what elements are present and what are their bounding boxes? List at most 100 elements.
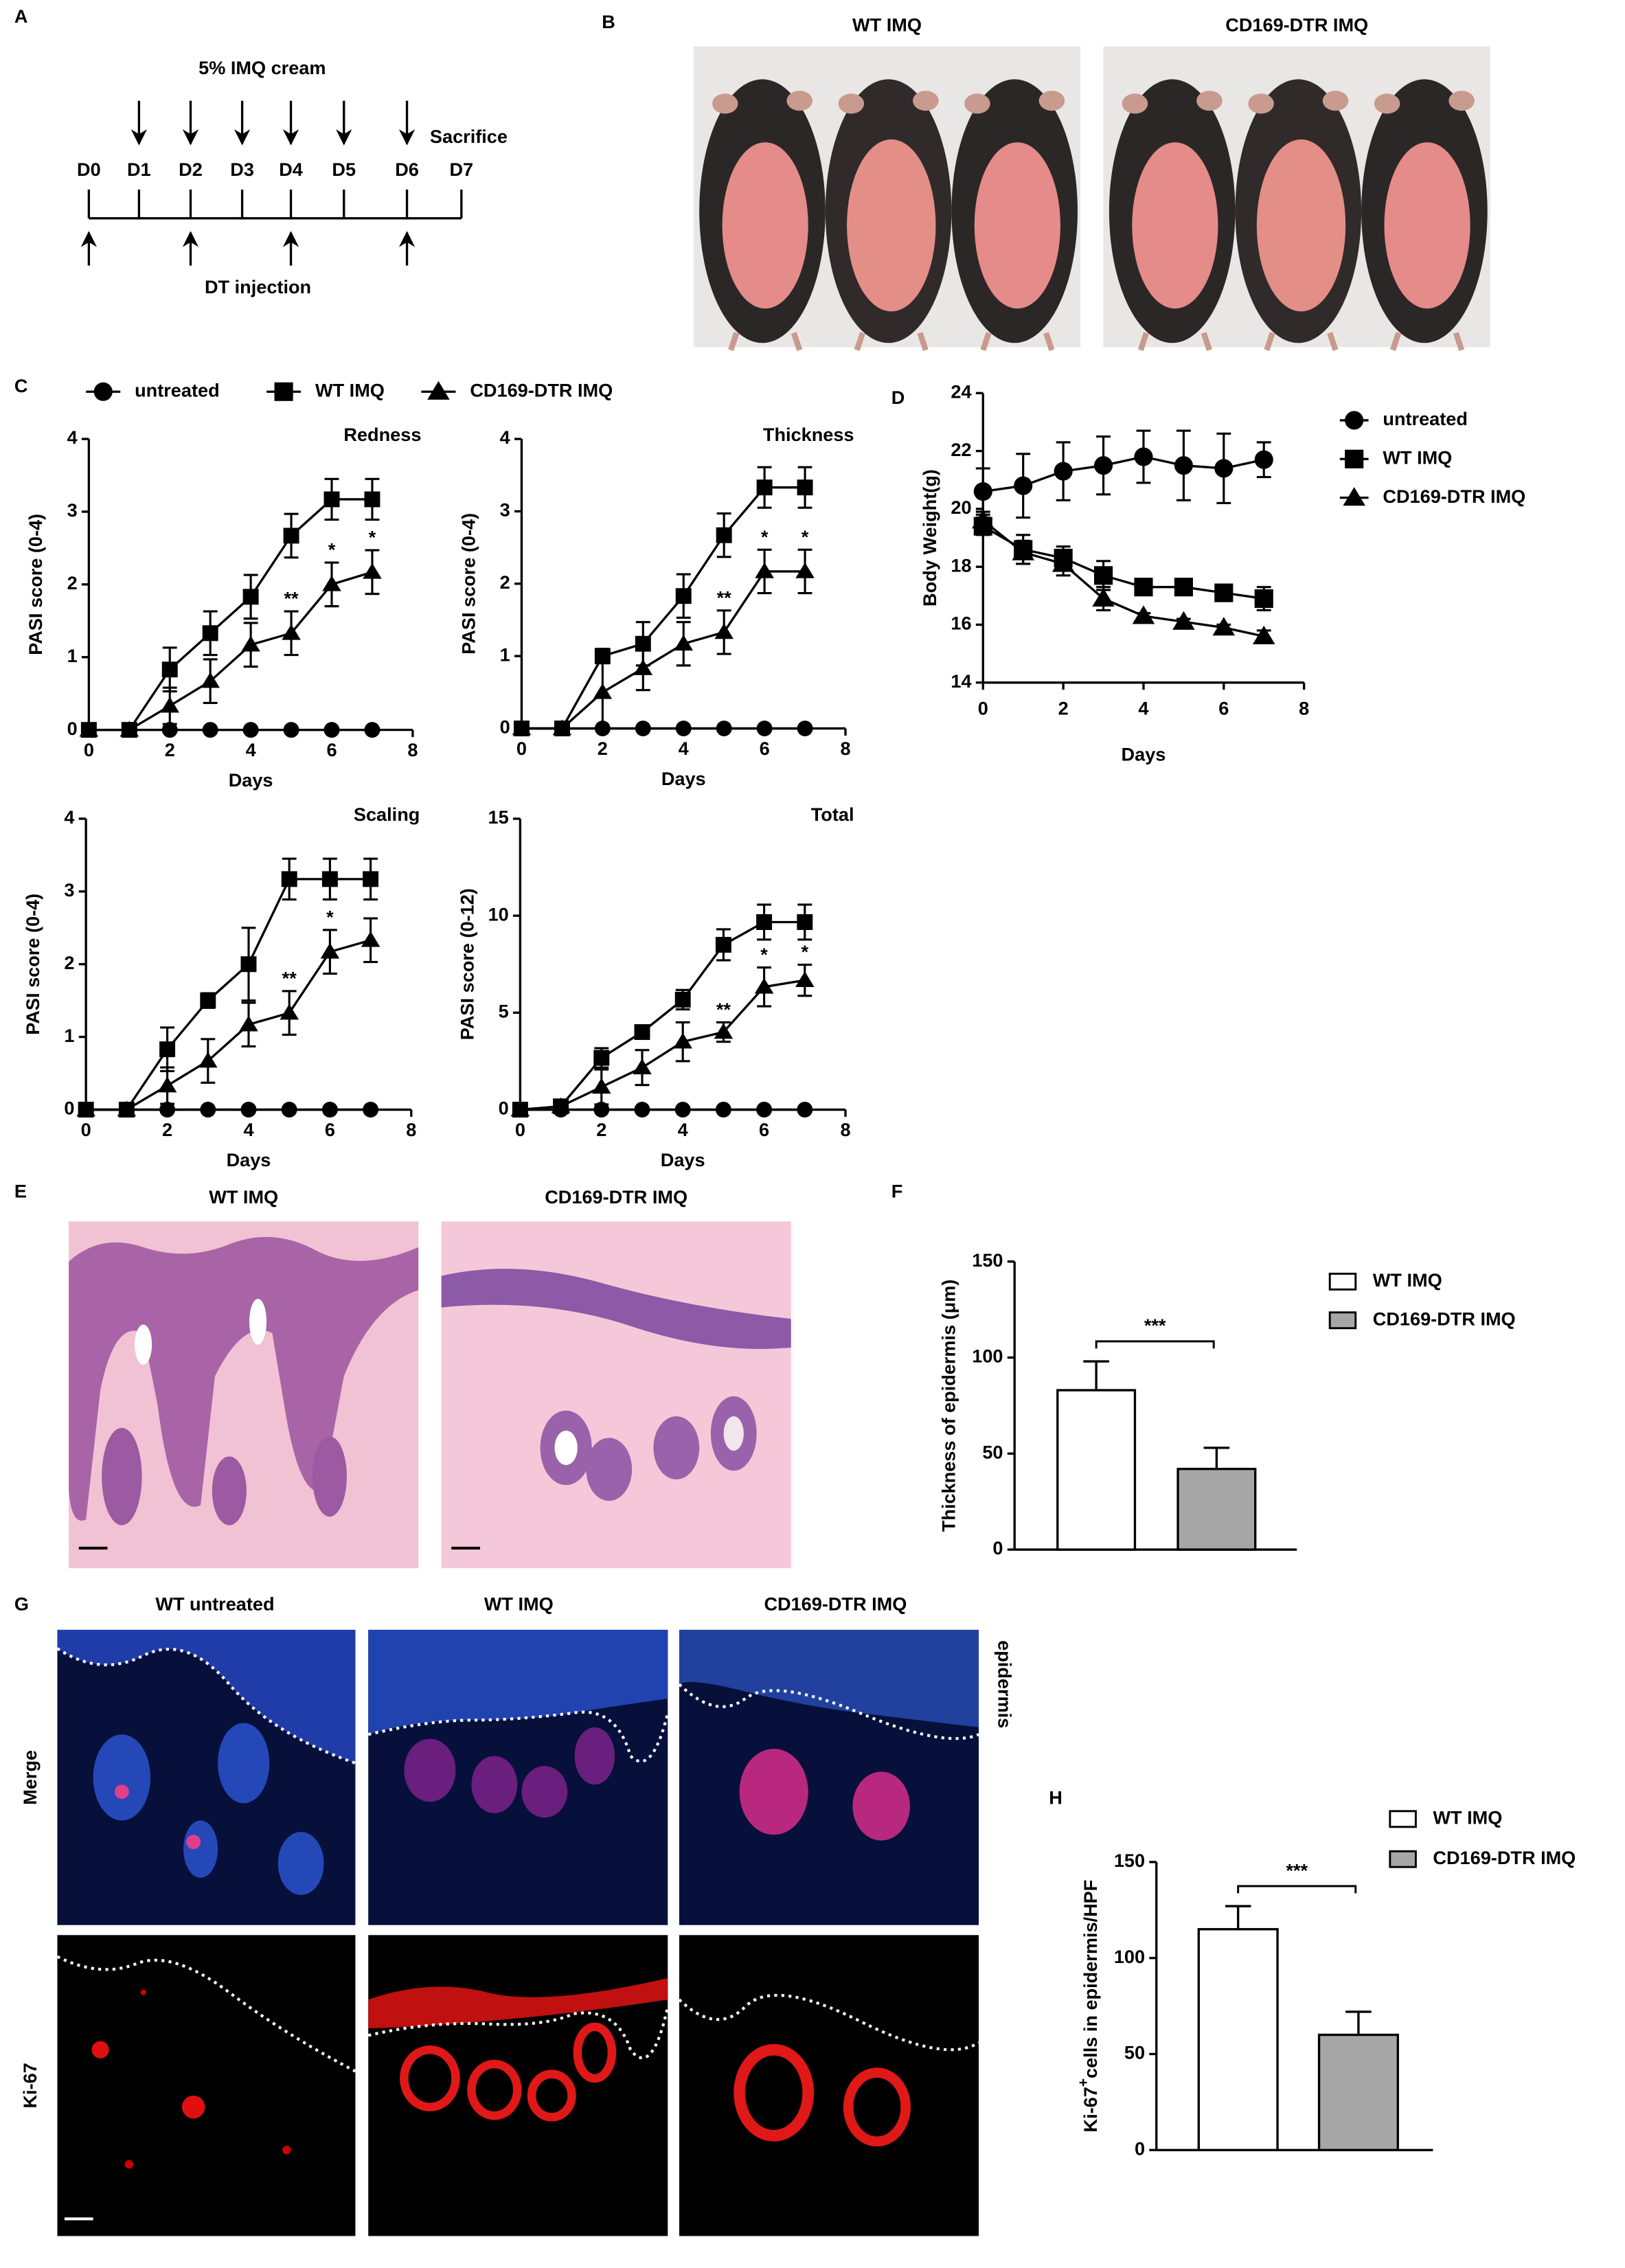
y-tick-label: 4 — [500, 427, 510, 448]
if-image — [678, 1629, 979, 1925]
x-tick-label: 2 — [598, 738, 608, 759]
marker — [280, 1003, 299, 1020]
marker — [593, 683, 613, 699]
photo-title: WT IMQ — [852, 14, 922, 35]
y-tick-label: 100 — [972, 1346, 1003, 1367]
if-column-title: WT IMQ — [484, 1594, 554, 1615]
marker — [714, 1023, 734, 1039]
marker — [634, 1102, 650, 1118]
y-tick-label: 15 — [488, 806, 509, 828]
bar — [1317, 2033, 1399, 2151]
marker — [323, 491, 340, 508]
marker — [198, 1052, 218, 1068]
x-tick-label: 0 — [81, 1119, 91, 1140]
y-tick-label: 0 — [500, 716, 510, 738]
marker — [1093, 566, 1113, 585]
marker — [321, 1102, 338, 1118]
mouse-photo — [694, 46, 1080, 350]
photo-title: CD169-DTR IMQ — [1225, 14, 1368, 35]
y-tick-label: 2 — [67, 572, 78, 593]
series-line — [521, 570, 806, 730]
if-image — [367, 1629, 670, 1925]
x-tick-label: 2 — [1058, 698, 1069, 719]
bar — [1056, 1389, 1137, 1551]
y-tick-label: 0 — [992, 1537, 1003, 1558]
y-axis-label: Body Weight(g) — [919, 469, 940, 606]
marker — [240, 956, 257, 973]
histology-image — [441, 1221, 791, 1569]
marker — [797, 914, 813, 930]
significance-bracket — [1237, 1885, 1357, 1894]
y-tick-label: 3 — [64, 879, 74, 900]
panel-label: A — [14, 5, 28, 27]
marker — [283, 722, 299, 738]
y-axis-label: Ki-67+cells in epidermis/HPF — [1076, 1880, 1101, 2133]
day-label: D0 — [77, 159, 101, 180]
y-axis-label: PASI score (0-12) — [456, 888, 477, 1040]
series-line — [86, 939, 372, 1111]
histology-title: CD169-DTR IMQ — [545, 1186, 688, 1207]
x-tick-label: 0 — [516, 738, 527, 759]
x-tick-label: 4 — [246, 739, 256, 760]
y-tick-label: 0 — [67, 718, 78, 739]
y-tick-label: 4 — [67, 427, 78, 448]
y-tick-label: 3 — [67, 499, 78, 521]
x-tick-label: 4 — [679, 738, 689, 759]
x-axis-label: Days — [661, 1149, 705, 1170]
y-tick-label: 100 — [1114, 1946, 1145, 1967]
marker — [202, 722, 218, 738]
marker — [1214, 583, 1234, 602]
marker — [361, 931, 380, 947]
marker — [1254, 589, 1273, 609]
marker — [795, 562, 815, 578]
error-bar — [1203, 1447, 1230, 1469]
marker — [674, 635, 693, 651]
timeline-ticks — [87, 190, 463, 218]
day-label: D3 — [230, 159, 254, 180]
legend-label: CD169-DTR IMQ — [470, 379, 613, 400]
significance-label: * — [760, 944, 768, 965]
chart-title: Thickness — [763, 424, 854, 445]
error-bar — [1225, 1905, 1251, 1929]
marker — [633, 1058, 652, 1075]
legend-swatch — [1328, 1272, 1357, 1291]
marker — [120, 721, 139, 737]
y-axis-label-part: Body Weight(g) — [919, 469, 940, 606]
if-image — [56, 1629, 356, 1925]
y-axis-label-part: cells in epidermis/HPF — [1080, 1880, 1101, 2078]
marker — [635, 721, 651, 737]
legend-label: CD169-DTR IMQ — [1373, 1308, 1516, 1329]
significance-label: ** — [716, 999, 731, 1020]
if-image — [678, 1935, 980, 2236]
mouse-photo — [1104, 46, 1490, 350]
y-tick-label: 50 — [1124, 2042, 1145, 2063]
marker — [201, 672, 220, 688]
y-tick-label: 1 — [500, 644, 510, 665]
marker — [320, 942, 340, 959]
marker — [159, 1102, 176, 1118]
panel-label: D — [891, 387, 905, 408]
x-tick-label: 2 — [165, 739, 175, 760]
x-tick-label: 4 — [243, 1119, 253, 1140]
x-tick-label: 8 — [407, 739, 418, 760]
day-label: D2 — [179, 159, 203, 180]
significance-label: ** — [717, 587, 732, 608]
treatment-label: 5% IMQ cream — [198, 57, 326, 78]
marker — [754, 977, 774, 994]
histology-image — [69, 1221, 419, 1569]
marker — [427, 381, 450, 400]
marker — [592, 1078, 611, 1094]
y-tick-label: 150 — [1114, 1850, 1145, 1871]
marker — [552, 719, 572, 736]
marker — [1174, 456, 1193, 475]
y-tick-label: 14 — [951, 670, 971, 692]
x-tick-label: 6 — [759, 1119, 769, 1140]
injection-label: DT injection — [205, 276, 311, 297]
y-axis-label-part: + — [1076, 2078, 1091, 2087]
marker — [202, 625, 218, 642]
y-tick-label: 18 — [951, 554, 971, 576]
panel-label: H — [1049, 1787, 1062, 1808]
marker — [675, 721, 692, 737]
marker — [1343, 487, 1365, 506]
